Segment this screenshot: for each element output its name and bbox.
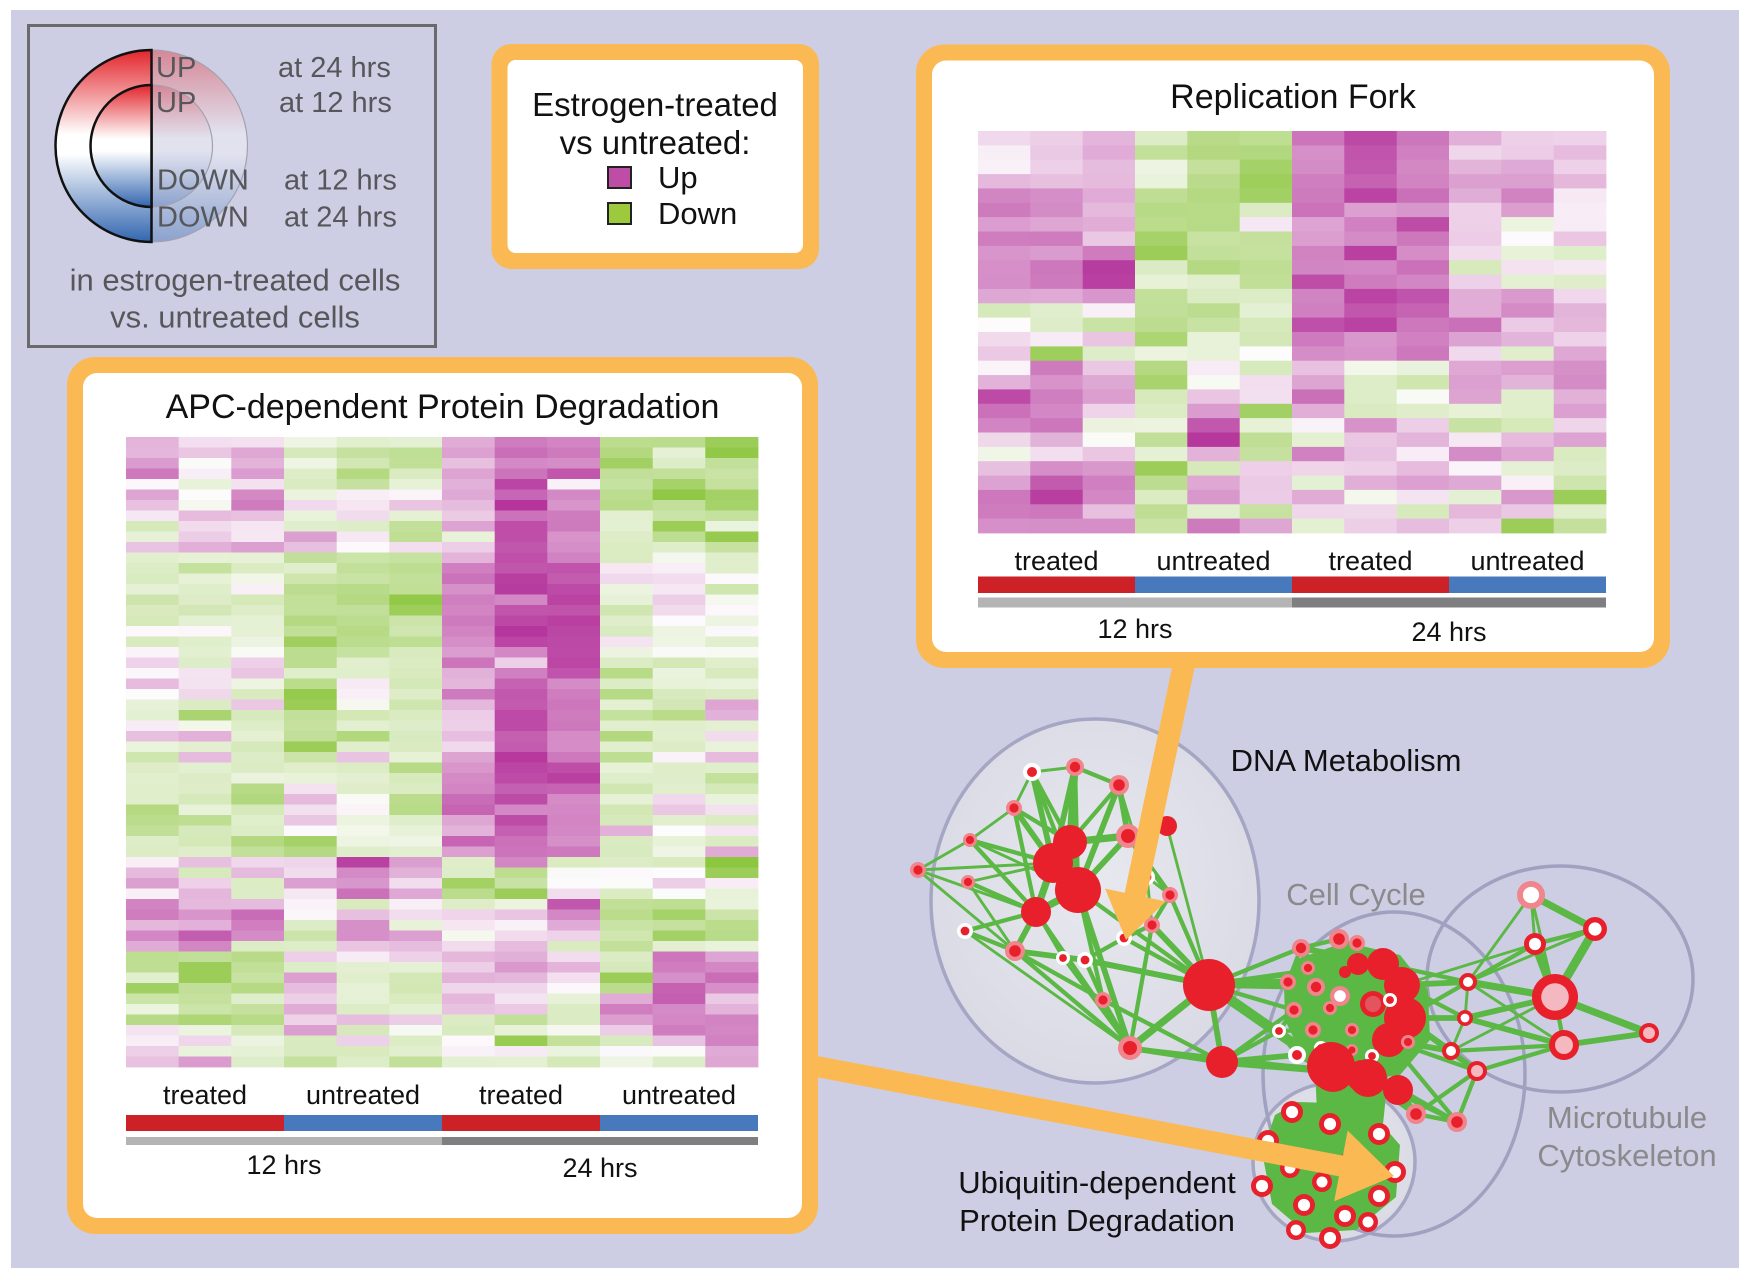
svg-text:24 hrs: 24 hrs: [562, 1153, 637, 1183]
svg-text:in estrogen-treated cells: in estrogen-treated cells: [70, 263, 401, 298]
svg-text:at 24 hrs: at 24 hrs: [278, 52, 391, 84]
svg-text:treated: treated: [163, 1080, 247, 1110]
svg-text:vs. untreated cells: vs. untreated cells: [110, 300, 360, 335]
svg-text:DOWN: DOWN: [157, 202, 249, 234]
svg-text:treated: treated: [1328, 546, 1412, 576]
svg-text:UP: UP: [156, 87, 196, 119]
svg-text:Estrogen-treated: Estrogen-treated: [532, 86, 778, 123]
svg-text:untreated: untreated: [622, 1080, 736, 1110]
svg-text:Cell Cycle: Cell Cycle: [1286, 877, 1426, 912]
svg-text:Protein Degradation: Protein Degradation: [959, 1203, 1235, 1238]
svg-text:untreated: untreated: [306, 1080, 420, 1110]
svg-text:DOWN: DOWN: [157, 165, 249, 197]
svg-text:at 12 hrs: at 12 hrs: [284, 165, 397, 197]
svg-text:untreated: untreated: [1156, 546, 1270, 576]
svg-text:12 hrs: 12 hrs: [1097, 614, 1172, 644]
svg-text:Down: Down: [658, 196, 737, 231]
svg-text:Cytoskeleton: Cytoskeleton: [1537, 1138, 1716, 1173]
svg-text:treated: treated: [1014, 546, 1098, 576]
svg-text:at 24 hrs: at 24 hrs: [284, 202, 397, 234]
svg-text:Replication Fork: Replication Fork: [1170, 78, 1417, 116]
svg-text:APC-dependent Protein Degradat: APC-dependent Protein Degradation: [166, 388, 720, 426]
svg-text:UP: UP: [156, 52, 196, 84]
svg-text:treated: treated: [479, 1080, 563, 1110]
svg-text:vs untreated:: vs untreated:: [560, 124, 751, 161]
svg-text:Microtubule: Microtubule: [1547, 1100, 1707, 1135]
svg-text:Up: Up: [658, 160, 698, 195]
svg-text:untreated: untreated: [1470, 546, 1584, 576]
svg-text:12 hrs: 12 hrs: [246, 1150, 321, 1180]
svg-text:at 12 hrs: at 12 hrs: [279, 87, 392, 119]
svg-text:Ubiquitin-dependent: Ubiquitin-dependent: [958, 1165, 1236, 1200]
svg-text:DNA Metabolism: DNA Metabolism: [1231, 743, 1462, 778]
svg-text:24 hrs: 24 hrs: [1411, 617, 1486, 647]
